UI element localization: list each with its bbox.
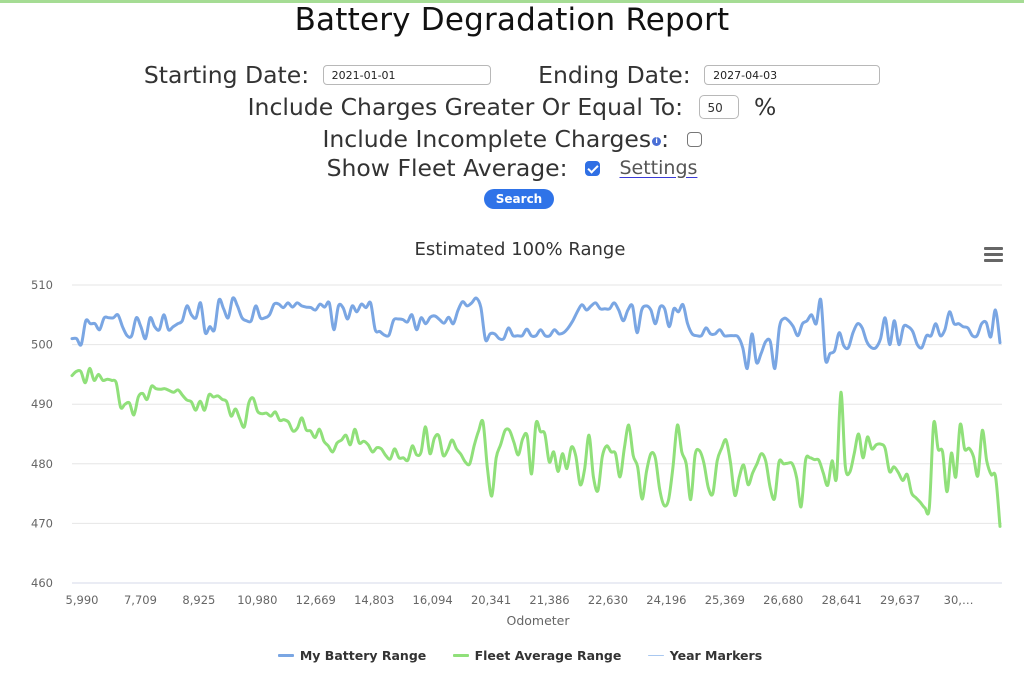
x-tick-label: 21,386 — [529, 593, 569, 607]
menu-bar — [984, 247, 1003, 250]
percent-unit: % — [754, 92, 777, 121]
range-chart: 510 500 490 480 470 460 5,990 7,709 8,925 10,980 1… — [31, 278, 1002, 607]
legend-label: My Battery Range — [299, 648, 427, 663]
legend-item-fleet-average-range[interactable]: Fleet Average Range — [452, 648, 622, 663]
ending-date-label: Ending Date: — [538, 60, 691, 89]
series-line-fleet-average-range — [70, 366, 1002, 528]
x-axis-title: Odometer — [506, 613, 570, 628]
x-tick-label: 20,341 — [471, 593, 511, 607]
incomplete-charges-row: Include Incomplete Charges i: — [0, 123, 1024, 153]
y-tick-label: 500 — [31, 338, 53, 352]
fleet-average-label: Show Fleet Average: — [326, 153, 568, 182]
x-tick-label: 7,709 — [124, 593, 157, 607]
x-tick-label: 30,… — [944, 593, 974, 607]
x-tick-label: 14,803 — [354, 593, 394, 607]
info-icon[interactable]: i — [652, 137, 662, 146]
fleet-average-row: Show Fleet Average: Settings — [0, 152, 1024, 182]
legend-label: Year Markers — [669, 648, 763, 663]
x-tick-label: 26,680 — [763, 593, 803, 607]
date-range-row: Starting Date: 2021-01-01 Ending Date: 2… — [0, 59, 1024, 89]
page-title: Battery Degradation Report — [294, 2, 730, 38]
settings-link[interactable]: Settings — [619, 156, 698, 179]
starting-date-label: Starting Date: — [143, 60, 310, 89]
min-charge-input[interactable]: 50 — [698, 94, 739, 119]
menu-bar — [984, 259, 1003, 262]
y-tick-label: 460 — [31, 576, 53, 590]
min-charge-row: Include Charges Greater Or Equal To: 50 … — [0, 91, 1024, 121]
top-accent-bar — [0, 0, 1024, 3]
include-incomplete-checkbox[interactable] — [686, 132, 702, 147]
y-tick-label: 470 — [31, 516, 53, 530]
x-tick-label: 25,369 — [705, 593, 745, 607]
legend-label: Fleet Average Range — [474, 648, 622, 663]
show-fleet-average-checkbox[interactable] — [585, 161, 600, 176]
starting-date-input[interactable]: 2021-01-01 — [322, 64, 491, 85]
incomplete-charges-label: Include Incomplete Charges — [322, 124, 652, 153]
x-tick-label: 29,637 — [880, 593, 920, 607]
hamburger-menu-icon[interactable] — [984, 247, 1003, 263]
x-tick-label: 8,925 — [182, 593, 215, 607]
y-tick-label: 490 — [31, 397, 53, 411]
incomplete-colon: : — [661, 124, 670, 153]
x-tick-label: 16,094 — [413, 593, 453, 607]
x-tick-label: 5,990 — [66, 593, 99, 607]
min-charge-label: Include Charges Greater Or Equal To: — [247, 92, 684, 121]
legend-item-year-markers[interactable]: Year Markers — [647, 648, 763, 663]
x-tick-label: 28,641 — [822, 593, 862, 607]
y-tick-label: 480 — [31, 457, 53, 471]
x-tick-label: 24,196 — [646, 593, 686, 607]
legend-swatch — [647, 654, 664, 657]
y-tick-label: 510 — [31, 278, 53, 292]
x-tick-label: 12,669 — [296, 593, 336, 607]
search-button[interactable]: Search — [484, 189, 554, 209]
ending-date-input[interactable]: 2027-04-03 — [704, 64, 881, 85]
chart-title: Estimated 100% Range — [414, 239, 626, 260]
series-line-my-battery-range — [70, 296, 1002, 370]
legend-swatch — [452, 654, 469, 657]
legend-swatch — [277, 654, 294, 657]
x-tick-label: 10,980 — [237, 593, 277, 607]
menu-bar — [984, 253, 1003, 256]
x-tick-label: 22,630 — [588, 593, 628, 607]
legend-item-my-battery-range[interactable]: My Battery Range — [277, 648, 427, 663]
chart-legend: My Battery Range Fleet Average Range Yea… — [0, 648, 1024, 663]
